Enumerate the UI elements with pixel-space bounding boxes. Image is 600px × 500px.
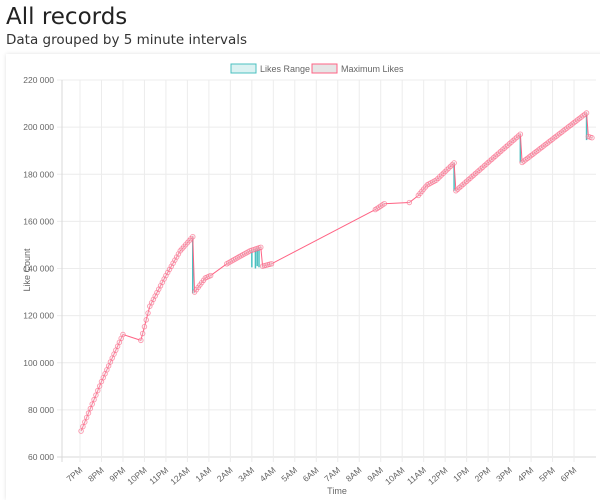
x-tick-label: 4AM bbox=[258, 465, 278, 484]
x-tick-label: 9AM bbox=[365, 465, 385, 484]
x-tick-label: 2AM bbox=[215, 465, 235, 484]
data-point bbox=[145, 310, 151, 316]
x-tick-label: 5PM bbox=[537, 465, 557, 484]
data-point bbox=[85, 410, 92, 416]
data-point bbox=[95, 387, 101, 394]
x-tick-label: 11AM bbox=[405, 465, 428, 487]
y-tick-label: 120 000 bbox=[23, 311, 54, 321]
x-tick-label: 7PM bbox=[64, 465, 84, 484]
x-tick-label: 6AM bbox=[301, 465, 321, 484]
y-tick-label: 60 000 bbox=[28, 452, 54, 462]
data-point bbox=[80, 423, 86, 430]
data-point bbox=[78, 428, 84, 434]
x-tick-label: 1AM bbox=[193, 465, 213, 484]
data-point bbox=[141, 323, 148, 330]
x-tick-label: 1PM bbox=[451, 465, 471, 484]
legend-swatch-likes-range[interactable] bbox=[230, 63, 257, 74]
x-tick-label: 10PM bbox=[125, 465, 148, 487]
data-point bbox=[82, 419, 88, 425]
x-tick-label: 10AM bbox=[383, 465, 406, 487]
data-point bbox=[139, 330, 146, 337]
data-point bbox=[381, 201, 387, 207]
x-tick-label: 3PM bbox=[494, 465, 514, 484]
legend-label-likes-range[interactable]: Likes Range bbox=[260, 64, 310, 74]
maximum-likes-series bbox=[78, 110, 595, 434]
page-subtitle: Data grouped by 5 minute intervals bbox=[6, 32, 248, 48]
data-point bbox=[120, 331, 126, 338]
data-point bbox=[589, 135, 595, 141]
legend-swatch-maximum-likes[interactable] bbox=[311, 63, 338, 74]
y-axis: 60 000 80 000 100 000 120 000 140 000 160 000… bbox=[23, 75, 54, 462]
legend-label-maximum-likes[interactable]: Maximum Likes bbox=[341, 64, 404, 74]
data-point bbox=[268, 261, 275, 267]
y-tick-label: 180 000 bbox=[23, 169, 54, 179]
x-tick-label: 7AM bbox=[322, 465, 342, 484]
x-axis-title: Time bbox=[327, 486, 347, 496]
data-point bbox=[190, 233, 196, 240]
x-tick-label: 5AM bbox=[279, 465, 299, 484]
data-point bbox=[143, 317, 149, 323]
data-point bbox=[96, 383, 103, 389]
data-point bbox=[91, 396, 97, 403]
y-tick-label: 160 000 bbox=[23, 216, 54, 226]
x-tick-label: 6PM bbox=[559, 465, 579, 484]
x-tick-label: 12AM bbox=[168, 465, 191, 487]
data-point bbox=[83, 414, 90, 421]
x-tick-label: 2PM bbox=[473, 465, 493, 484]
data-point bbox=[406, 199, 413, 206]
data-point bbox=[89, 401, 95, 407]
y-tick-label: 140 000 bbox=[23, 264, 54, 274]
data-point bbox=[87, 405, 94, 412]
data-point bbox=[451, 160, 457, 166]
x-tick-label: 3AM bbox=[236, 465, 256, 484]
maximum-likes-line bbox=[80, 112, 593, 432]
x-tick-label: 8AM bbox=[344, 465, 364, 484]
y-tick-label: 220 000 bbox=[23, 75, 54, 85]
data-point bbox=[258, 244, 264, 250]
y-tick-label: 80 000 bbox=[28, 405, 54, 415]
data-point bbox=[517, 131, 524, 137]
y-tick-label: 100 000 bbox=[23, 358, 54, 368]
page-title: All records bbox=[6, 4, 128, 30]
y-axis-title: Like Count bbox=[22, 248, 32, 292]
x-tick-label: 11PM bbox=[147, 465, 170, 487]
y-tick-label: 200 000 bbox=[23, 122, 54, 132]
data-point bbox=[583, 110, 590, 116]
chart-card bbox=[6, 54, 600, 500]
x-tick-label: 12PM bbox=[426, 465, 449, 487]
legend: Likes Range Maximum Likes bbox=[230, 63, 404, 74]
data-point bbox=[138, 337, 144, 344]
data-point bbox=[207, 272, 214, 279]
data-point bbox=[93, 392, 99, 398]
x-tick-label: 4PM bbox=[516, 465, 536, 484]
x-tick-label: 9PM bbox=[107, 465, 127, 484]
x-tick-label: 8PM bbox=[86, 465, 106, 484]
